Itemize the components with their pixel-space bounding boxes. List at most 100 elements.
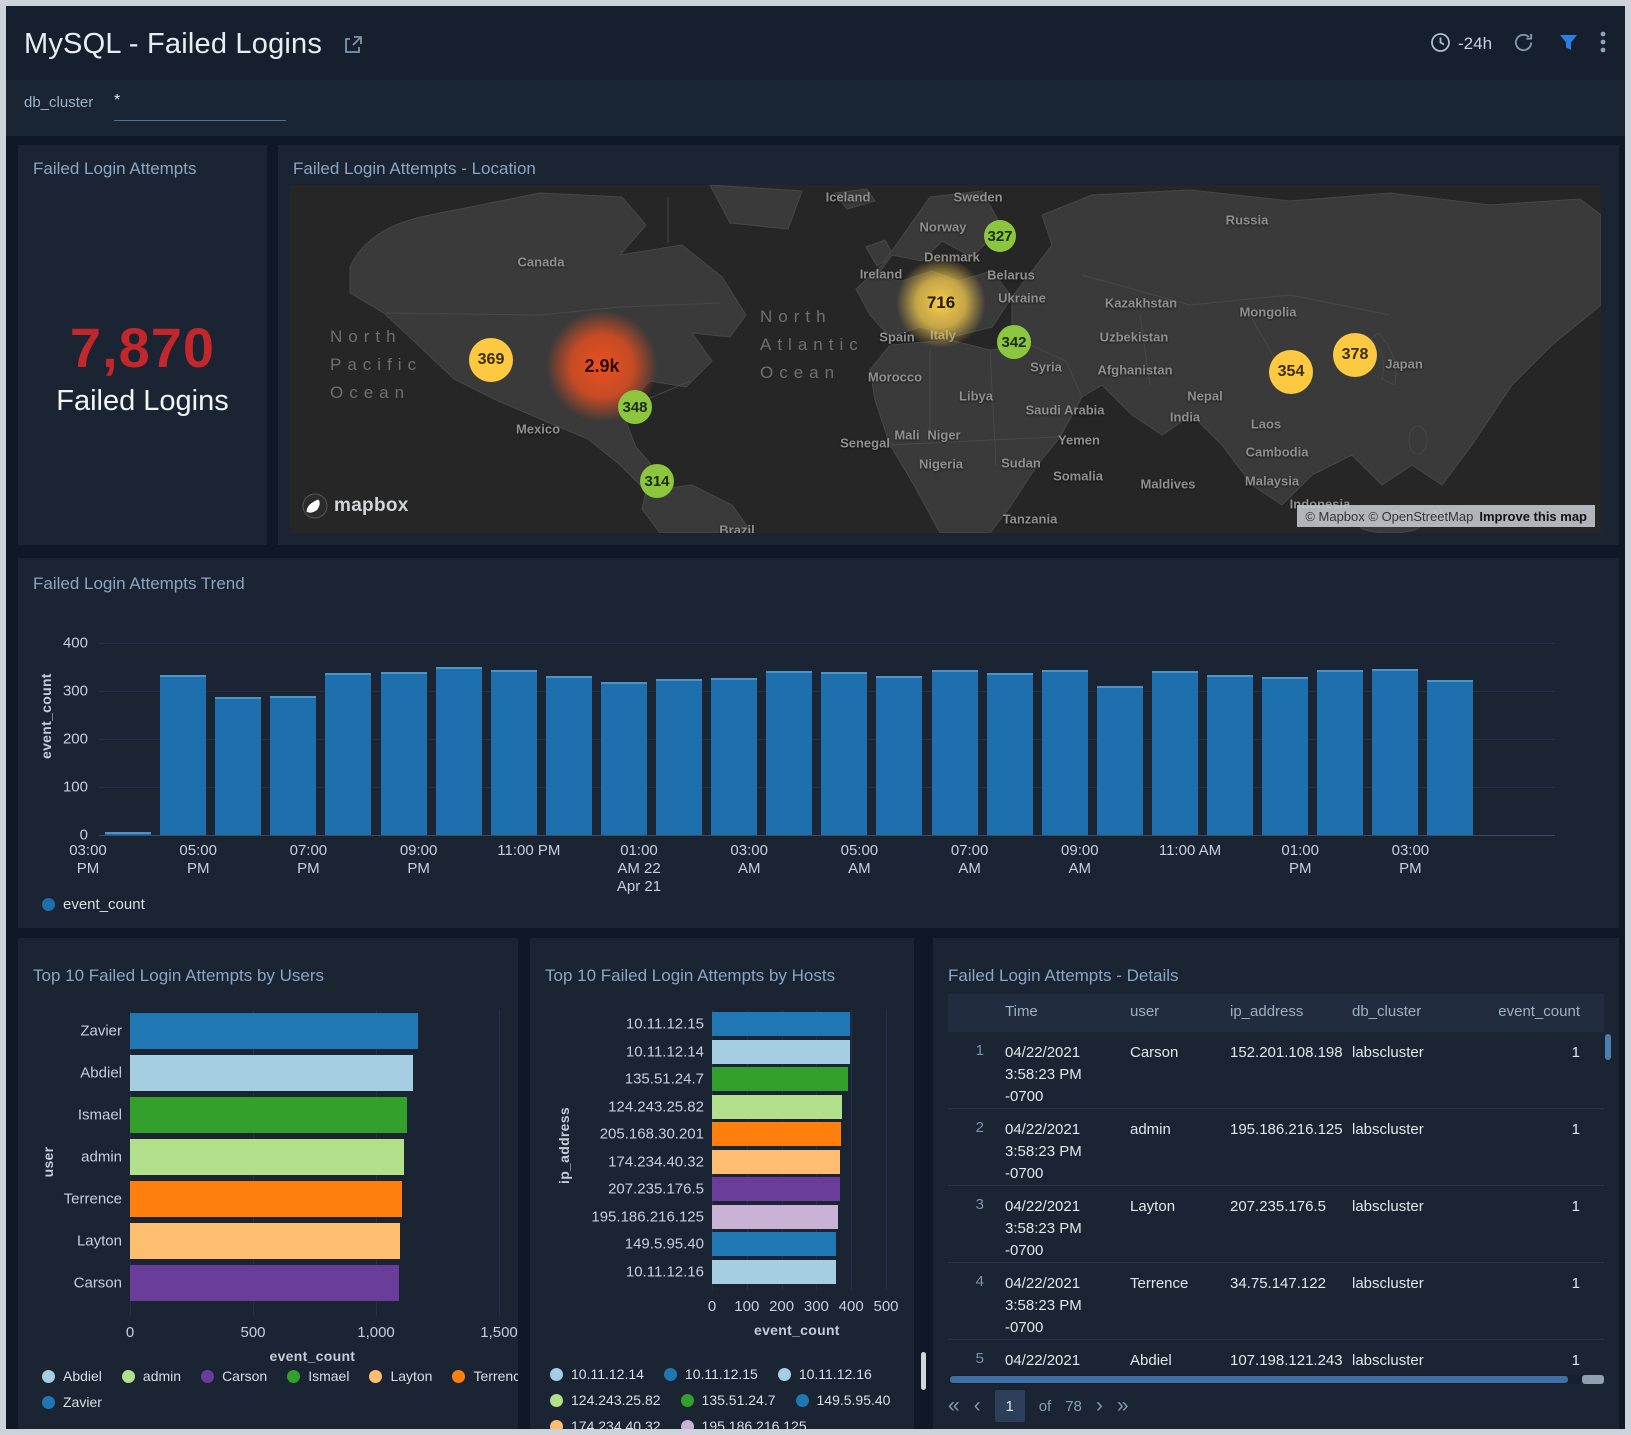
trend-bar[interactable] [766, 671, 812, 835]
legend-item-Layton[interactable]: Layton [369, 1368, 432, 1384]
legend-item-10.11.12.16[interactable]: 10.11.12.16 [778, 1366, 872, 1382]
pagination-next-icon[interactable]: › [1096, 1391, 1103, 1421]
trend-bar[interactable] [711, 678, 757, 835]
user-bar[interactable] [130, 1265, 399, 1301]
trend-bar[interactable] [270, 696, 316, 835]
map-bubble-369[interactable]: 369 [469, 338, 513, 382]
kebab-menu-icon[interactable] [1600, 30, 1606, 59]
legend-item-195.186.216.125[interactable]: 195.186.216.125 [681, 1418, 807, 1429]
trend-bar[interactable] [325, 673, 371, 835]
user-bar[interactable] [130, 1139, 404, 1175]
legend-item-135.51.24.7[interactable]: 135.51.24.7 [681, 1392, 776, 1408]
col-ip-address[interactable]: ip_address [1230, 1003, 1303, 1020]
legend-item-124.243.25.82[interactable]: 124.243.25.82 [550, 1392, 661, 1408]
legend-item-10.11.12.15[interactable]: 10.11.12.15 [664, 1366, 758, 1382]
user-bar[interactable] [130, 1181, 402, 1217]
legend-item-10.11.12.14[interactable]: 10.11.12.14 [550, 1366, 644, 1382]
map-bubble-314[interactable]: 314 [640, 464, 674, 498]
trend-bar[interactable] [932, 670, 978, 835]
improve-map-link[interactable]: Improve this map [1479, 509, 1587, 524]
filter-icon[interactable] [1558, 32, 1579, 58]
host-bar[interactable] [712, 1040, 850, 1064]
trend-bar[interactable] [1262, 677, 1308, 835]
legend-item-Abdiel[interactable]: Abdiel [42, 1368, 102, 1384]
map-attribution-links[interactable]: © Mapbox © OpenStreetMap [1305, 509, 1473, 524]
trend-bar[interactable] [1372, 669, 1418, 835]
trend-gridline [99, 835, 1555, 836]
host-bar[interactable] [712, 1150, 840, 1174]
x-tick: 200 [769, 1298, 794, 1316]
col-time[interactable]: Time [1005, 1003, 1038, 1020]
trend-bar[interactable] [160, 675, 206, 835]
col-user[interactable]: user [1130, 1003, 1159, 1020]
pagination-last-icon[interactable]: » [1117, 1391, 1129, 1421]
map-bubble-342[interactable]: 342 [997, 325, 1031, 359]
time-range-clock-icon[interactable] [1430, 32, 1451, 58]
host-bar[interactable] [712, 1205, 838, 1229]
legend-item-174.234.40.32[interactable]: 174.234.40.32 [550, 1418, 661, 1429]
host-bar[interactable] [712, 1232, 836, 1256]
table-row[interactable]: 504/22/2021 3:58:23 PM -0700Abdiel107.19… [948, 1340, 1604, 1373]
map-bubble-327[interactable]: 327 [984, 220, 1016, 252]
trend-bar[interactable] [1042, 670, 1088, 835]
pagination-current-page[interactable]: 1 [995, 1390, 1025, 1422]
map-bubble-716[interactable]: 716 [893, 255, 989, 351]
legend-item-Ismael[interactable]: Ismael [287, 1368, 349, 1384]
refresh-icon[interactable] [1512, 31, 1535, 59]
map-bubble-354[interactable]: 354 [1269, 350, 1313, 394]
table-row[interactable]: 404/22/2021 3:58:23 PM -0700Terrence34.7… [948, 1263, 1604, 1340]
share-icon[interactable] [342, 34, 364, 61]
legend-item-Carson[interactable]: Carson [201, 1368, 267, 1384]
host-bar[interactable] [712, 1122, 841, 1146]
user-bar[interactable] [130, 1223, 400, 1259]
mapbox-logo[interactable]: mapbox [302, 493, 409, 519]
pagination-prev-icon[interactable]: ‹ [974, 1391, 981, 1421]
col-event-count[interactable]: event_count [1498, 1003, 1580, 1020]
trend-bar[interactable] [215, 697, 261, 835]
map-bubble-348[interactable]: 348 [618, 390, 652, 424]
trend-bar[interactable] [876, 676, 922, 835]
legend-item-149.5.95.40[interactable]: 149.5.95.40 [796, 1392, 891, 1408]
host-bar[interactable] [712, 1095, 842, 1119]
table-row[interactable]: 104/22/2021 3:58:23 PM -0700Carson152.20… [948, 1032, 1604, 1109]
trend-bar[interactable] [546, 676, 592, 835]
hosts-panel-scrollbar[interactable] [921, 1352, 926, 1390]
details-vertical-scrollbar[interactable] [1605, 1034, 1611, 1060]
world-map[interactable]: North Pacific OceanNorth Atlantic OceanC… [290, 185, 1601, 533]
trend-bar[interactable] [436, 667, 482, 835]
trend-bar[interactable] [1097, 686, 1143, 835]
user-bar[interactable] [130, 1013, 418, 1049]
trend-bar[interactable] [491, 670, 537, 835]
user-bar[interactable] [130, 1055, 413, 1091]
details-scrollbar-corner[interactable] [1582, 1375, 1604, 1384]
legend-item-Zavier[interactable]: Zavier [42, 1394, 102, 1410]
trend-bar[interactable] [656, 679, 702, 835]
trend-bar[interactable] [381, 672, 427, 835]
trend-bar[interactable] [1427, 680, 1473, 835]
trend-bar[interactable] [1152, 671, 1198, 835]
table-row[interactable]: 204/22/2021 3:58:23 PM -0700admin195.186… [948, 1109, 1604, 1186]
user-bar[interactable] [130, 1097, 407, 1133]
time-range-label[interactable]: -24h [1458, 34, 1492, 54]
pagination-first-icon[interactable]: « [948, 1391, 960, 1421]
trend-bar[interactable] [1317, 670, 1363, 835]
legend-item-admin[interactable]: admin [122, 1368, 181, 1384]
legend-item-Terrence[interactable]: Terrence [452, 1368, 518, 1384]
trend-bar[interactable] [821, 672, 867, 835]
trend-bar[interactable] [987, 673, 1033, 835]
details-horizontal-scrollbar[interactable] [950, 1376, 1568, 1383]
host-bar[interactable] [712, 1012, 850, 1036]
pagination-of-label: of [1039, 1398, 1052, 1415]
trend-bar[interactable] [1207, 675, 1253, 835]
host-bar[interactable] [712, 1177, 840, 1201]
trend-bar[interactable] [601, 682, 647, 835]
legend-dot [681, 1420, 694, 1430]
col-db-cluster[interactable]: db_cluster [1352, 1003, 1421, 1020]
map-bubble-378[interactable]: 378 [1333, 333, 1377, 377]
host-bar[interactable] [712, 1067, 848, 1091]
legend-item-event_count[interactable]: event_count [42, 896, 145, 913]
db-cluster-input[interactable]: * [114, 92, 120, 110]
host-bar[interactable] [712, 1260, 836, 1284]
trend-bar[interactable] [105, 832, 151, 835]
table-row[interactable]: 304/22/2021 3:58:23 PM -0700Layton207.23… [948, 1186, 1604, 1263]
